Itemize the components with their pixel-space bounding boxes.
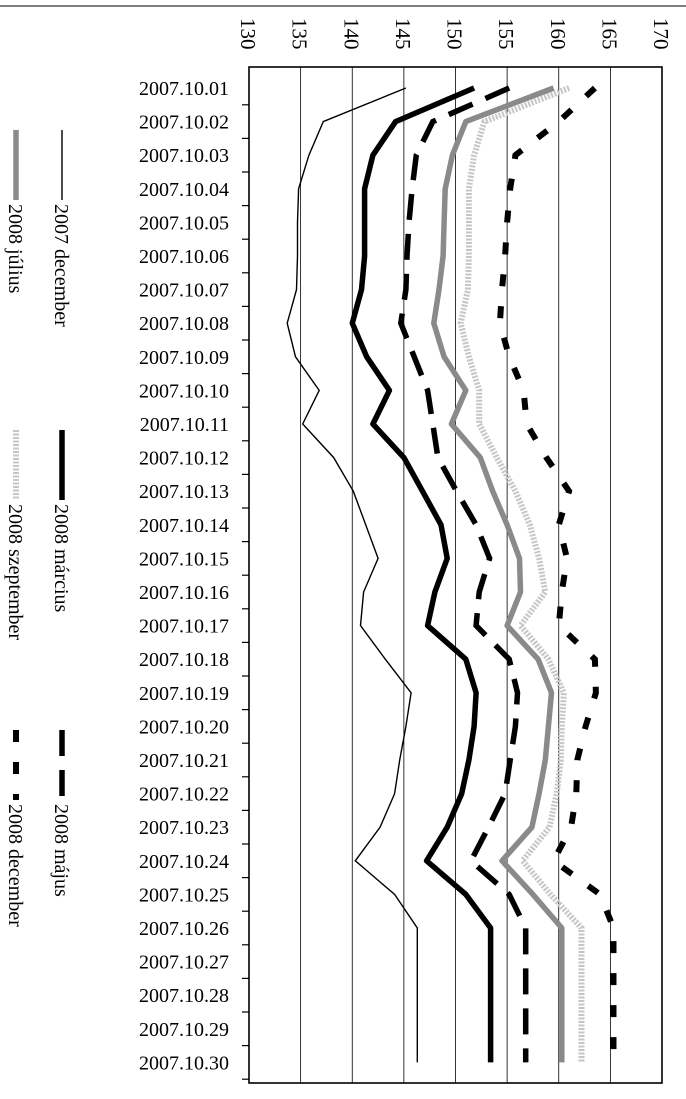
legend-label: 2008 szeptember [4, 504, 26, 640]
series-line-2008-december [496, 85, 617, 1063]
value-tick-labels: 130 135 140 145 150 155 160 165 170 [236, 18, 673, 50]
category-label: 2007.10.07 [139, 280, 229, 302]
legend-label: 2007 december [50, 204, 72, 327]
legend: 2007 december 2008 március 2008 május 2008 … [4, 130, 72, 927]
category-label: 2007.10.15 [139, 548, 229, 570]
category-label: 2007.10.19 [139, 683, 229, 705]
gridlines [300, 67, 611, 1083]
value-tick-label: 150 [443, 18, 467, 50]
series-line-2008-március [349, 85, 494, 1063]
category-label: 2007.10.17 [139, 616, 229, 638]
axes [0, 5, 686, 1084]
category-label: 2007.10.30 [139, 1052, 229, 1074]
value-tick-label: 145 [391, 18, 415, 50]
category-label: 2007.10.13 [139, 481, 229, 503]
category-label: 2007.10.28 [139, 985, 229, 1007]
category-label: 2007.10.24 [139, 851, 229, 873]
category-label: 2007.10.23 [139, 817, 229, 839]
legend-item: 2008 szeptember [4, 430, 26, 640]
legend-label: 2008 július [4, 204, 26, 294]
series-line-2008-július [431, 85, 565, 1063]
category-label: 2007.10.18 [139, 649, 229, 671]
category-label: 2007.10.01 [139, 78, 229, 100]
value-tick-label: 140 [339, 18, 363, 50]
category-label: 2007.10.26 [139, 918, 229, 940]
legend-label: 2008 december [4, 804, 26, 927]
series-lines [286, 85, 617, 1063]
series-line-2008-május [397, 85, 529, 1063]
category-label: 2007.10.29 [139, 1019, 229, 1041]
category-label: 2007.10.25 [139, 884, 229, 906]
category-label: 2007.10.22 [139, 784, 229, 806]
category-label: 2007.10.09 [139, 347, 229, 369]
category-label: 2007.10.06 [139, 246, 229, 268]
series-line-2007-december [286, 87, 418, 1063]
legend-item: 2008 július [4, 130, 26, 294]
category-label: 2007.10.02 [139, 112, 229, 134]
category-label: 2007.10.04 [139, 179, 229, 201]
legend-item: 2008 május [50, 730, 72, 897]
category-label: 2007.10.03 [139, 145, 229, 167]
legend-label: 2008 március [50, 504, 72, 613]
category-label: 2007.10.10 [139, 380, 229, 402]
value-tick-label: 155 [494, 18, 518, 50]
legend-label: 2008 május [50, 804, 72, 897]
category-label: 2007.10.16 [139, 582, 229, 604]
category-tick-labels: 2007.10.01 2007.10.02 2007.10.03 2007.10.04… [139, 78, 229, 1074]
value-tick-label: 165 [597, 18, 621, 50]
legend-item: 2007 december [50, 130, 72, 327]
legend-item: 2008 december [4, 730, 26, 927]
category-label: 2007.10.21 [139, 750, 229, 772]
legend-item: 2008 március [50, 430, 72, 613]
value-tick-label: 160 [546, 18, 570, 50]
value-tick-label: 135 [288, 18, 312, 50]
category-label: 2007.10.14 [139, 515, 229, 537]
value-tick-label: 130 [236, 18, 260, 50]
value-tick-label: 170 [649, 18, 673, 50]
category-label: 2007.10.27 [139, 952, 229, 974]
category-label: 2007.10.08 [139, 313, 229, 335]
category-label: 2007.10.20 [139, 716, 229, 738]
category-label: 2007.10.11 [140, 414, 229, 436]
category-label: 2007.10.12 [139, 448, 229, 470]
series-line-2008-szeptember [457, 85, 585, 1063]
category-label: 2007.10.05 [139, 212, 229, 234]
